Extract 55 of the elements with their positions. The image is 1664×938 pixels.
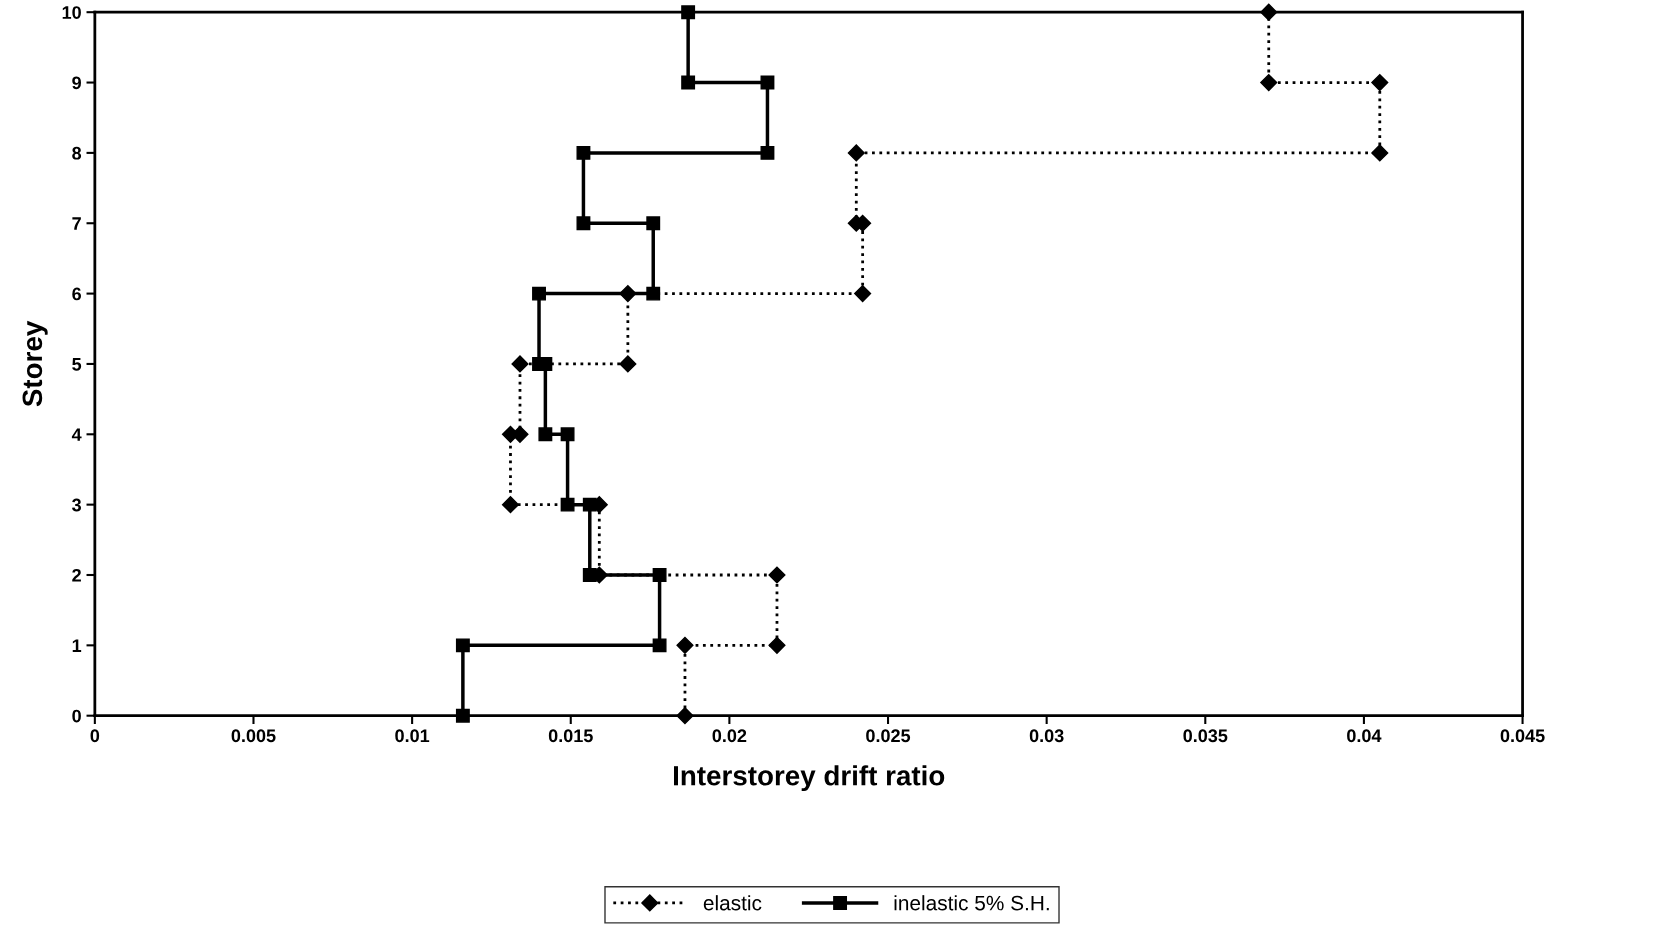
point	[1260, 73, 1278, 92]
point	[501, 496, 520, 514]
x-tick-label: 0.02	[712, 729, 747, 743]
point	[1371, 73, 1389, 92]
x-tick-label: 0.01	[395, 729, 430, 743]
point	[681, 5, 696, 20]
y-tick-label: 7	[72, 217, 81, 230]
y-tick-label: 6	[72, 287, 81, 301]
point	[560, 497, 575, 512]
x-tick-label: 0.035	[1183, 729, 1228, 743]
y-axis-title: Storey	[22, 320, 48, 407]
point	[646, 216, 661, 231]
x-tick-label: 0.005	[231, 729, 276, 743]
y-tick-label: 10	[62, 6, 81, 19]
y-tick-label: 9	[72, 76, 81, 90]
point	[768, 566, 786, 584]
y-tick-label: 1	[72, 639, 82, 652]
point	[652, 638, 667, 653]
point	[582, 568, 597, 582]
y-tick-label: 2	[72, 568, 81, 582]
y-tick-label: 0	[72, 709, 81, 723]
point	[646, 286, 661, 301]
point	[560, 427, 575, 442]
point	[576, 145, 591, 160]
x-tick-label: 0.015	[548, 729, 593, 743]
point	[576, 216, 591, 231]
y-tick-label: 4	[71, 428, 82, 441]
legend-label: elastic	[703, 895, 762, 911]
x-tick-label: 0.03	[1029, 729, 1064, 743]
point	[681, 75, 696, 90]
point	[676, 707, 694, 725]
x-tick-label: 0.045	[1500, 729, 1545, 743]
legend-label: inelastic 5% S.H.	[894, 895, 1049, 911]
point	[652, 568, 667, 582]
x-axis-title: Interstorey drift ratio	[673, 765, 945, 792]
point	[1260, 3, 1278, 21]
point	[854, 285, 872, 303]
point	[676, 636, 694, 654]
point	[760, 145, 775, 160]
x-tick-label: 0.025	[866, 729, 911, 743]
point	[455, 638, 470, 653]
point	[768, 636, 786, 654]
y-tick-label: 3	[72, 498, 81, 512]
point	[1371, 144, 1389, 162]
x-tick-label: 0.04	[1347, 729, 1382, 743]
point	[538, 427, 553, 442]
y-tick-label: 5	[72, 358, 82, 371]
point	[847, 144, 865, 162]
y-tick-label: 8	[72, 146, 82, 160]
x-tick-label: 0	[90, 729, 100, 743]
point	[511, 355, 529, 373]
point	[532, 286, 546, 301]
point	[455, 708, 470, 723]
point	[582, 497, 597, 512]
point	[619, 355, 637, 373]
